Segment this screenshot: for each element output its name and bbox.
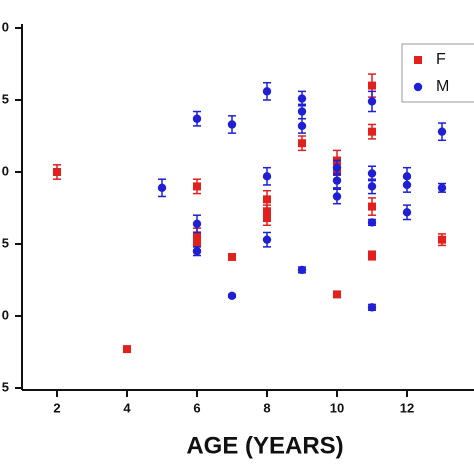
data-point	[368, 251, 376, 260]
legend-box	[401, 43, 474, 103]
data-point	[263, 195, 271, 204]
x-tick-label: 2	[53, 400, 60, 415]
legend-label: M	[436, 78, 449, 95]
data-point	[367, 182, 377, 191]
data-point	[157, 183, 167, 193]
y-tick-label: 0	[2, 163, 9, 178]
data-point	[297, 107, 307, 116]
data-point	[297, 94, 307, 103]
data-point	[192, 114, 202, 123]
data-point	[53, 168, 61, 176]
data-point	[123, 345, 131, 354]
x-tick-label: 12	[400, 400, 414, 415]
data-point	[368, 127, 376, 136]
data-point	[437, 183, 447, 193]
data-point	[368, 202, 376, 211]
data-point	[192, 247, 202, 256]
x-tick-label: 4	[123, 400, 131, 415]
data-point	[367, 218, 377, 227]
data-point	[437, 127, 447, 136]
data-point	[332, 163, 342, 172]
legend-marker	[413, 82, 423, 92]
data-point	[367, 303, 377, 312]
legend-marker	[414, 56, 422, 64]
data-point	[332, 192, 342, 201]
legend-label: F	[436, 51, 446, 68]
y-tick-label: 5	[2, 235, 9, 250]
data-point	[262, 87, 272, 96]
data-point	[228, 252, 236, 261]
y-tick-label: 5	[2, 379, 9, 394]
data-point	[402, 180, 412, 190]
y-tick-label: 5	[2, 91, 9, 106]
data-point	[193, 238, 201, 247]
data-point	[333, 290, 341, 299]
x-tick-label: 6	[193, 400, 200, 415]
data-point	[298, 139, 306, 148]
x-axis-title: AGE (YEARS)	[186, 432, 343, 459]
y-tick-label: 0	[2, 19, 9, 34]
data-point	[192, 219, 202, 229]
data-point	[263, 214, 271, 223]
x-tick-label: 10	[330, 400, 344, 415]
y-tick-label: 0	[2, 307, 9, 322]
x-tick-label: 8	[263, 400, 270, 415]
data-point	[262, 172, 272, 181]
data-point	[193, 182, 201, 191]
data-point	[297, 121, 307, 131]
data-point	[367, 97, 377, 106]
data-point	[227, 120, 237, 129]
data-point	[262, 235, 272, 244]
data-point	[438, 235, 446, 244]
data-point	[367, 169, 377, 178]
data-point	[227, 291, 237, 301]
data-point	[402, 208, 412, 217]
data-point	[368, 81, 376, 90]
data-point	[297, 265, 307, 275]
data-point	[332, 176, 342, 185]
